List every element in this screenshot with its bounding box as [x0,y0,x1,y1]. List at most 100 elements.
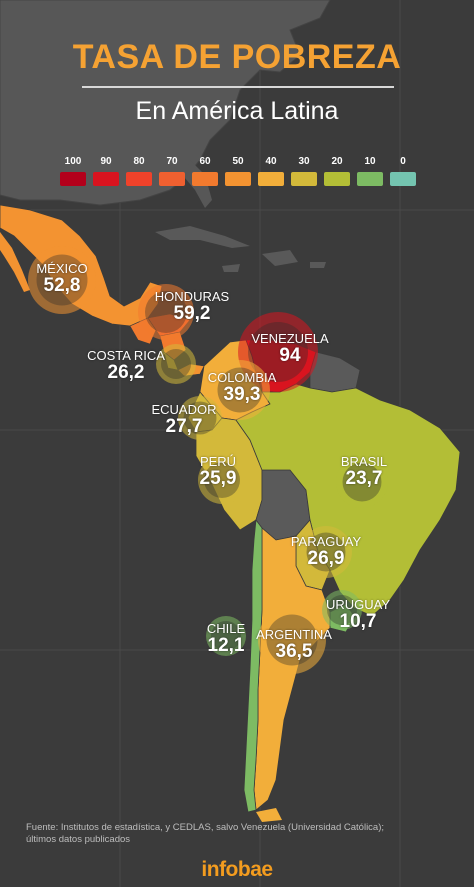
poverty-rate-value: 27,7 [165,416,203,437]
cuba-shape [155,226,250,248]
legend-label: 40 [265,156,277,167]
bubble-honduras [138,284,194,340]
legend-swatch [93,172,119,186]
legend-swatch [390,172,416,186]
country-name: ARGENTINA [256,627,332,642]
bubble-shadow [327,595,357,625]
poverty-rate-value: 25,9 [199,468,237,489]
legend-item-90: 90 [93,155,119,186]
country-label-brasil: BRASIL 23,7 [304,455,424,488]
country-label-ecuador: ECUADOR 27,7 [124,403,244,436]
legend-swatch [324,172,350,186]
country-name: MÉXICO [36,261,88,276]
legend-label: 0 [400,156,406,167]
legend-item-10: 10 [357,155,383,186]
legend-label: 60 [199,156,211,167]
puerto-rico-shape [310,262,326,268]
country-label-chile: CHILE 12,1 [166,622,286,655]
country-name: COLOMBIA [207,370,277,385]
bubble-shadow [217,367,263,413]
legend-swatch [126,172,152,186]
source-line-1: Fuente: Institutos de estadística, y CED… [26,822,385,833]
country-name: BRASIL [340,454,388,469]
source-line-2: últimos datos publicados [26,834,131,845]
bubble-shadow [266,614,318,666]
country-name: HONDURAS [154,289,230,304]
jamaica-shape [222,264,240,272]
country-label-venezuela: VENEZUELA 94 [230,332,350,365]
bubble-colombia [210,360,270,420]
legend-item-30: 30 [291,155,317,186]
bubble-shadow [161,349,191,379]
poverty-rate-value: 26,2 [107,362,145,383]
bubble-shadow [342,462,382,502]
bubble-perú [198,456,246,504]
legend-swatch [357,172,383,186]
legend-swatch [291,172,317,186]
bubble-méxico [28,246,96,314]
poverty-rate-value: 10,7 [339,611,377,632]
poverty-rate-value: 94 [279,345,301,366]
country-name: PARAGUAY [290,534,362,549]
country-label-argentina: ARGENTINA 36,5 [234,628,354,661]
legend-label: 20 [331,156,343,167]
legend-item-70: 70 [159,155,185,186]
bubble-costa-rica [156,344,196,384]
country-label-colombia: COLOMBIA 39,3 [182,371,302,404]
bubble-argentina [258,606,326,674]
country-name: VENEZUELA [251,331,329,346]
country-label-honduras: HONDURAS 59,2 [132,290,252,323]
country-label-perú: PERÚ 25,9 [158,455,278,488]
baja-california-shape [0,232,30,292]
bubble-shadow [36,254,88,306]
bubble-shadow [248,322,308,382]
bubble-ecuador [178,396,222,440]
chile-shape [243,518,263,813]
bubble-chile [206,616,246,656]
legend-item-20: 20 [324,155,350,186]
bubble-brasil [336,456,388,508]
legend-swatch [192,172,218,186]
poverty-rate-value: 12,1 [207,635,245,656]
legend-item-100: 100 [60,155,86,186]
country-label-paraguay: PARAGUAY 26,9 [266,535,386,568]
country-name: URUGUAY [325,597,391,612]
legend-swatch [225,172,251,186]
legend-item-60: 60 [192,155,218,186]
country-label-méxico: MÉXICO 52,8 [2,262,122,295]
title-divider [82,86,394,88]
legend-item-40: 40 [258,155,284,186]
country-name: ECUADOR [151,402,217,417]
hispaniola-shape [262,250,298,266]
usa-shape [0,0,331,206]
map-title: TASA DE POBREZA [72,38,402,76]
legend-swatch [258,172,284,186]
legend-item-80: 80 [126,155,152,186]
legend-swatch [60,172,86,186]
bubble-shadow [204,462,240,498]
poverty-rate-value: 39,3 [223,384,261,405]
legend-label: 90 [100,156,112,167]
country-label-costa-rica: COSTA RICA 26,2 [66,349,186,382]
color-legend: 100 90 80 70 60 50 40 30 20 10 0 [60,155,416,191]
legend-label: 100 [64,156,82,167]
legend-label: 50 [232,156,244,167]
poverty-rate-value: 26,9 [307,548,345,569]
legend-label: 80 [133,156,145,167]
bubble-shadow [211,621,241,651]
source-note: Fuente: Institutos de estadística, y CED… [26,822,456,846]
poverty-rate-value: 23,7 [345,468,383,489]
bubble-shadow [306,532,346,572]
legend-label: 30 [298,156,310,167]
country-name: COSTA RICA [87,348,165,363]
map-subtitle: En América Latina [135,97,339,125]
poverty-rate-value: 52,8 [43,275,81,296]
country-name: CHILE [206,621,246,636]
bubble-shadow [145,291,187,333]
bubble-paraguay [300,526,352,578]
legend-label: 10 [364,156,376,167]
infobae-logo: infobae [201,858,273,881]
poverty-rate-value: 36,5 [275,641,313,662]
